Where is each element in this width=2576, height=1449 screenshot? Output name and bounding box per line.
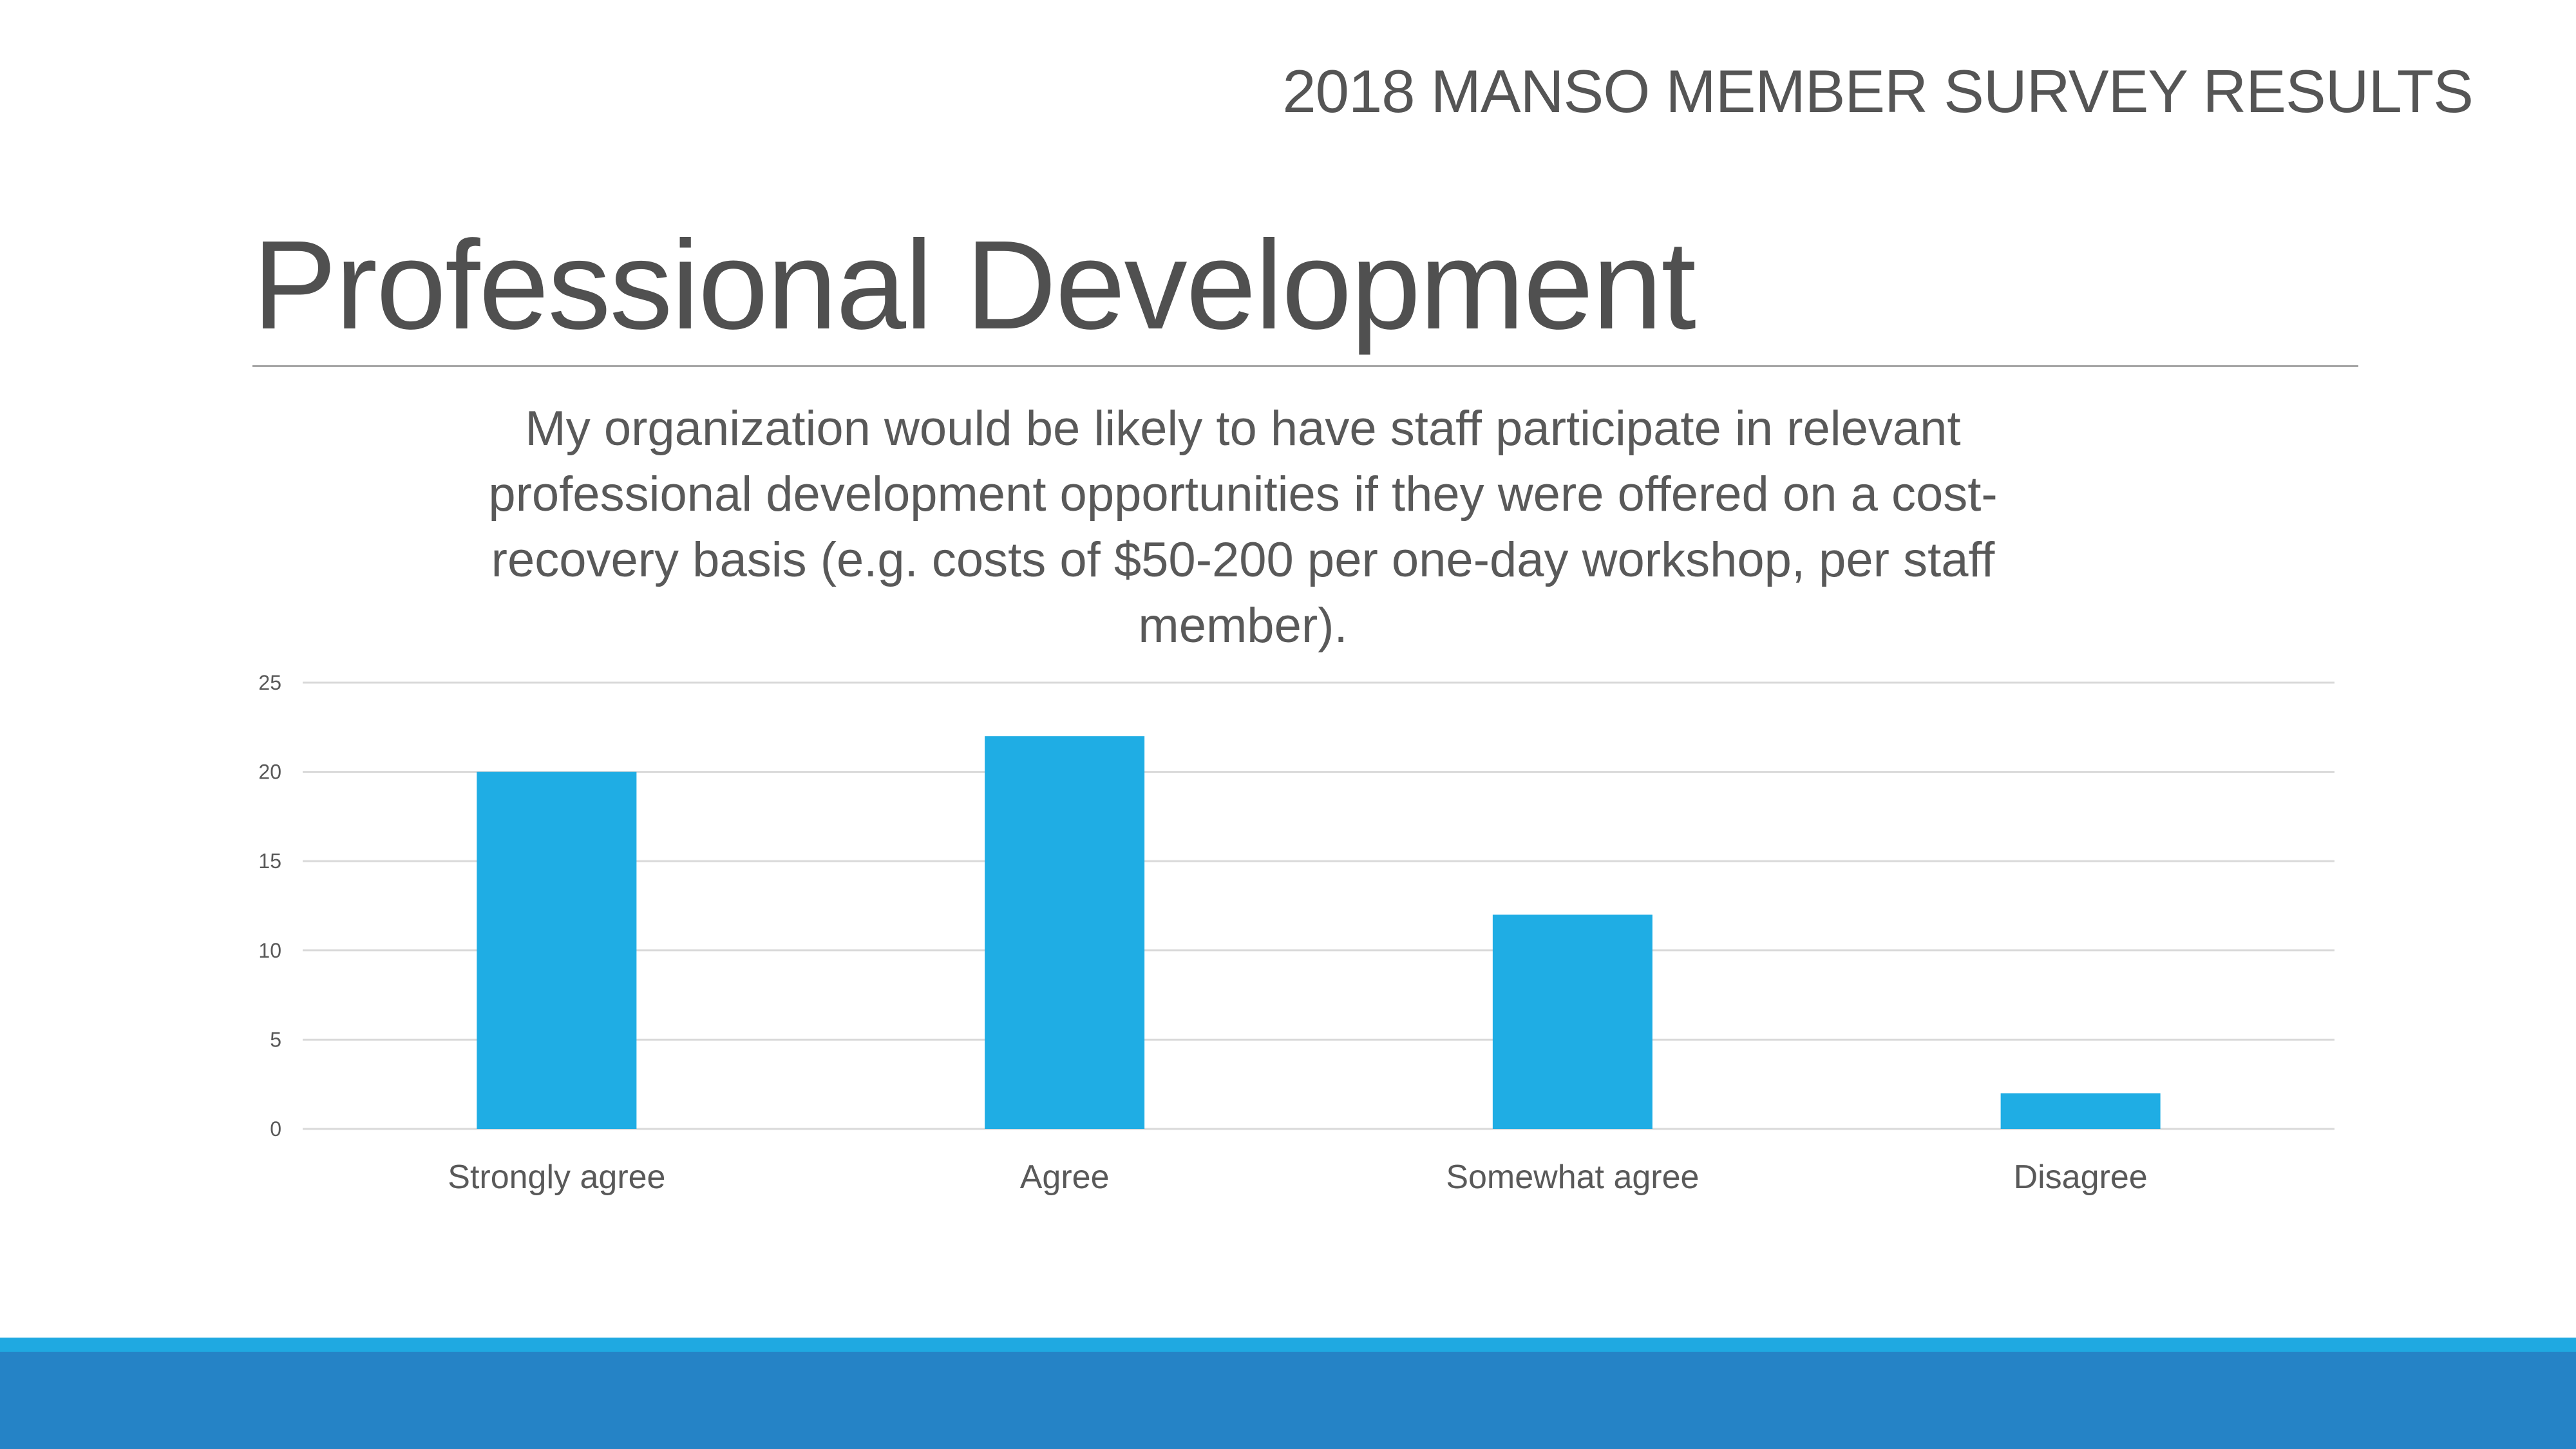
chart-title-line-3: recovery basis (e.g. costs of $50-200 pe…	[491, 533, 1995, 587]
gridlines	[303, 681, 2334, 1130]
bar-strongly-agree	[477, 772, 637, 1129]
y-tick-label: 5	[270, 1028, 281, 1051]
y-tick-label: 10	[258, 939, 281, 962]
chart-title-line-1: My organization would be likely to have …	[525, 401, 1961, 456]
y-tick-label: 15	[258, 849, 281, 873]
y-axis-ticks: 0 5 10 15 20 25	[258, 671, 281, 1141]
bar-agree	[985, 736, 1145, 1129]
bars	[477, 736, 2161, 1129]
chart-title-line-2: professional development opportunities i…	[488, 467, 1998, 522]
footer-bar	[0, 1352, 2576, 1449]
y-tick-label: 25	[258, 671, 281, 694]
bar-chart: 0 5 10 15 20 25 Strongly agree Agree Somewhat a…	[258, 671, 2334, 1196]
x-category-label: Somewhat agree	[1446, 1159, 1699, 1196]
footer-accent-stripe	[0, 1338, 2576, 1352]
chart-title: My organization would be likely to have …	[386, 396, 2099, 659]
bar-disagree	[2000, 1093, 2161, 1129]
y-tick-label: 0	[270, 1117, 281, 1141]
x-category-label: Agree	[1020, 1159, 1110, 1196]
y-tick-label: 20	[258, 761, 281, 784]
bar-somewhat-agree	[1492, 914, 1653, 1129]
slide-title: Professional Development	[252, 214, 1696, 355]
x-axis-labels: Strongly agree Agree Somewhat agree Disagre…	[448, 1159, 2147, 1196]
header-label: 2018 MANSO MEMBER SURVEY RESULTS	[1282, 57, 2474, 125]
title-divider	[252, 365, 2358, 367]
x-category-label: Strongly agree	[448, 1159, 665, 1196]
x-category-label: Disagree	[2014, 1159, 2148, 1196]
chart-title-line-4: member).	[1138, 598, 1348, 653]
